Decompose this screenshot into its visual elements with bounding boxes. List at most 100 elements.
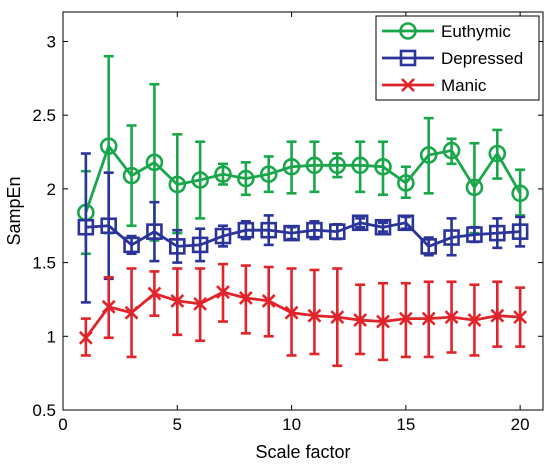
x-marker-stroke xyxy=(307,308,322,323)
data-point xyxy=(214,227,232,245)
data-point xyxy=(397,174,415,192)
data-point xyxy=(488,224,506,242)
data-point xyxy=(101,299,116,314)
y-tick-label: 0.5 xyxy=(32,401,56,420)
data-point xyxy=(330,310,345,325)
x-marker-stroke xyxy=(330,310,345,325)
data-point xyxy=(124,305,139,320)
data-point xyxy=(398,311,413,326)
x-tick-label: 15 xyxy=(396,415,415,434)
y-axis-label: SampEn xyxy=(4,176,24,245)
x-marker-stroke xyxy=(216,285,230,299)
data-point xyxy=(145,153,164,172)
x-tick-label: 0 xyxy=(58,415,67,434)
x-marker-stroke xyxy=(353,313,368,328)
data-point xyxy=(237,221,255,239)
x-marker-stroke xyxy=(401,78,415,92)
data-point xyxy=(259,165,278,183)
x-marker-stroke xyxy=(513,310,528,325)
data-point xyxy=(100,217,118,235)
data-point xyxy=(511,184,529,203)
data-point xyxy=(328,223,346,240)
y-tick-label: 3 xyxy=(47,32,56,51)
data-point xyxy=(78,330,93,345)
data-point xyxy=(443,229,460,246)
x-marker-stroke xyxy=(101,299,116,314)
data-point xyxy=(170,293,185,308)
x-tick-label: 10 xyxy=(282,415,301,434)
error-bar xyxy=(80,152,91,304)
data-point xyxy=(376,314,390,329)
legend-marker xyxy=(399,22,417,40)
data-point xyxy=(238,291,253,305)
x-marker-stroke xyxy=(490,308,505,323)
data-point xyxy=(191,171,209,189)
legend-label: Manic xyxy=(441,76,487,95)
data-point xyxy=(420,238,438,255)
data-point xyxy=(397,214,415,232)
y-tick-label: 1 xyxy=(47,327,56,346)
data-point xyxy=(467,313,482,328)
data-point xyxy=(77,218,95,236)
data-point xyxy=(193,296,208,311)
x-marker-stroke xyxy=(124,305,139,320)
x-marker-stroke xyxy=(147,286,162,301)
x-marker-stroke xyxy=(261,293,276,308)
error-bar xyxy=(309,268,320,356)
data-point xyxy=(99,137,118,155)
data-point xyxy=(465,178,484,197)
data-point xyxy=(123,236,140,254)
x-marker-stroke xyxy=(421,311,436,326)
data-point xyxy=(147,286,162,301)
data-point xyxy=(466,226,483,243)
legend-marker xyxy=(399,49,417,67)
data-point xyxy=(282,157,301,176)
legend-label: Depressed xyxy=(441,49,523,68)
legend-item-depressed: Depressed xyxy=(382,49,523,68)
y-tick-label: 1.5 xyxy=(32,254,56,273)
legend: Euthymic Depressed Manic xyxy=(375,15,540,101)
x-axis-label: Scale factor xyxy=(255,442,350,462)
error-bar xyxy=(309,140,320,194)
data-point xyxy=(353,313,368,328)
data-point xyxy=(306,221,323,239)
legend-item-euthymic: Euthymic xyxy=(382,22,511,41)
data-point xyxy=(284,305,299,320)
data-point xyxy=(237,169,255,188)
data-point xyxy=(421,311,436,326)
x-marker-stroke xyxy=(238,291,253,305)
series-depressed xyxy=(77,152,529,304)
data-point xyxy=(351,214,369,232)
x-marker-stroke xyxy=(78,330,93,345)
data-point xyxy=(260,221,278,239)
data-point xyxy=(216,285,230,299)
data-point xyxy=(442,141,461,160)
x-marker-stroke xyxy=(284,305,299,320)
legend-marker xyxy=(401,78,415,92)
data-point xyxy=(146,223,163,240)
data-point xyxy=(328,156,347,175)
x-marker-stroke xyxy=(444,310,459,325)
x-tick-label: 20 xyxy=(511,415,530,434)
data-point xyxy=(191,236,209,254)
x-marker-stroke xyxy=(193,296,208,311)
y-tick-label: 2 xyxy=(47,180,56,199)
x-marker-stroke xyxy=(398,311,413,326)
data-point xyxy=(490,308,505,323)
x-marker-stroke xyxy=(170,293,185,308)
data-point xyxy=(283,224,300,242)
data-point xyxy=(511,223,529,240)
data-point xyxy=(374,157,392,176)
series-layer xyxy=(77,54,529,368)
data-point xyxy=(307,308,322,323)
data-point xyxy=(444,310,459,325)
data-point xyxy=(122,166,141,185)
axis-ticks: 0 5 10 15 20 0.5 1 1.5 2 2.5 3 xyxy=(32,12,543,434)
error-bar xyxy=(355,140,366,194)
data-point xyxy=(488,144,507,163)
x-marker-stroke xyxy=(376,314,390,329)
series-line xyxy=(85,221,521,249)
data-point xyxy=(351,156,369,175)
data-point xyxy=(513,310,528,325)
